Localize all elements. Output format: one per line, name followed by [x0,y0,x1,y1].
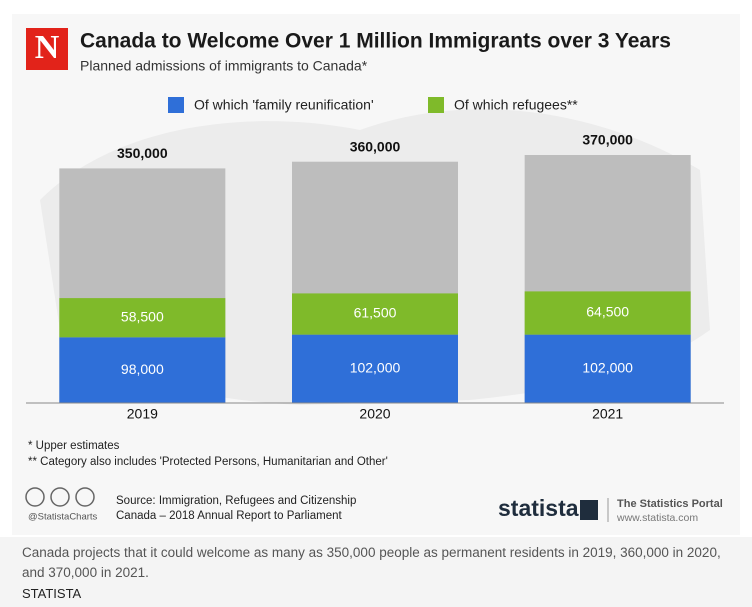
caption-area [0,537,752,607]
portal-url: www.statista.com [616,512,698,524]
total-label: 370,000 [582,132,633,148]
logo-box [26,28,68,70]
caption: Canada projects that it could welcome as… [22,545,721,580]
brand-icon [580,500,598,520]
x-tick-label: 2019 [127,406,158,422]
bar-segment [292,293,458,335]
footnote: * Upper estimates [28,440,120,452]
bar-segment [524,291,691,335]
handle: @StatistaCharts [28,512,98,523]
bar-segment [292,334,458,403]
chart-title: Canada to Welcome Over 1 Million Immigra… [80,30,671,53]
total-label: 360,000 [350,138,401,154]
chart-subtitle: Planned admissions of immigrants to Cana… [80,58,368,74]
legend-swatch [168,97,184,113]
bar-segment [59,298,226,338]
portal: The Statistics Portal [617,498,723,510]
x-tick-label: 2021 [592,406,623,422]
logo: N [35,29,60,66]
bar-segment [524,334,691,403]
publisher: STATISTA [22,586,82,601]
legend-swatch [428,97,444,113]
value-label: 61,500 [354,305,397,321]
value-label: 64,500 [586,304,629,320]
footnote: ** Category also includes 'Protected Per… [28,456,388,468]
source: Source: Immigration, Refugees and Citize… [116,495,356,507]
brand-name: statista [498,495,579,521]
chart: N Canada to Welcome Over 1 Million Immig… [25,28,724,524]
cc-icons [25,487,95,507]
legend-label: Of which 'family reunification' [194,97,374,113]
total-label: 350,000 [117,145,168,161]
x-tick-label: 2020 [359,406,390,422]
value-label: 102,000 [350,360,401,376]
value-label: 58,500 [121,308,164,324]
value-label: 98,000 [121,361,164,377]
source: Canada – 2018 Annual Report to Parliamen… [116,510,342,522]
value-label: 102,000 [582,360,633,376]
bar-segment [59,337,226,403]
legend-label: Of which refugees** [454,97,578,113]
